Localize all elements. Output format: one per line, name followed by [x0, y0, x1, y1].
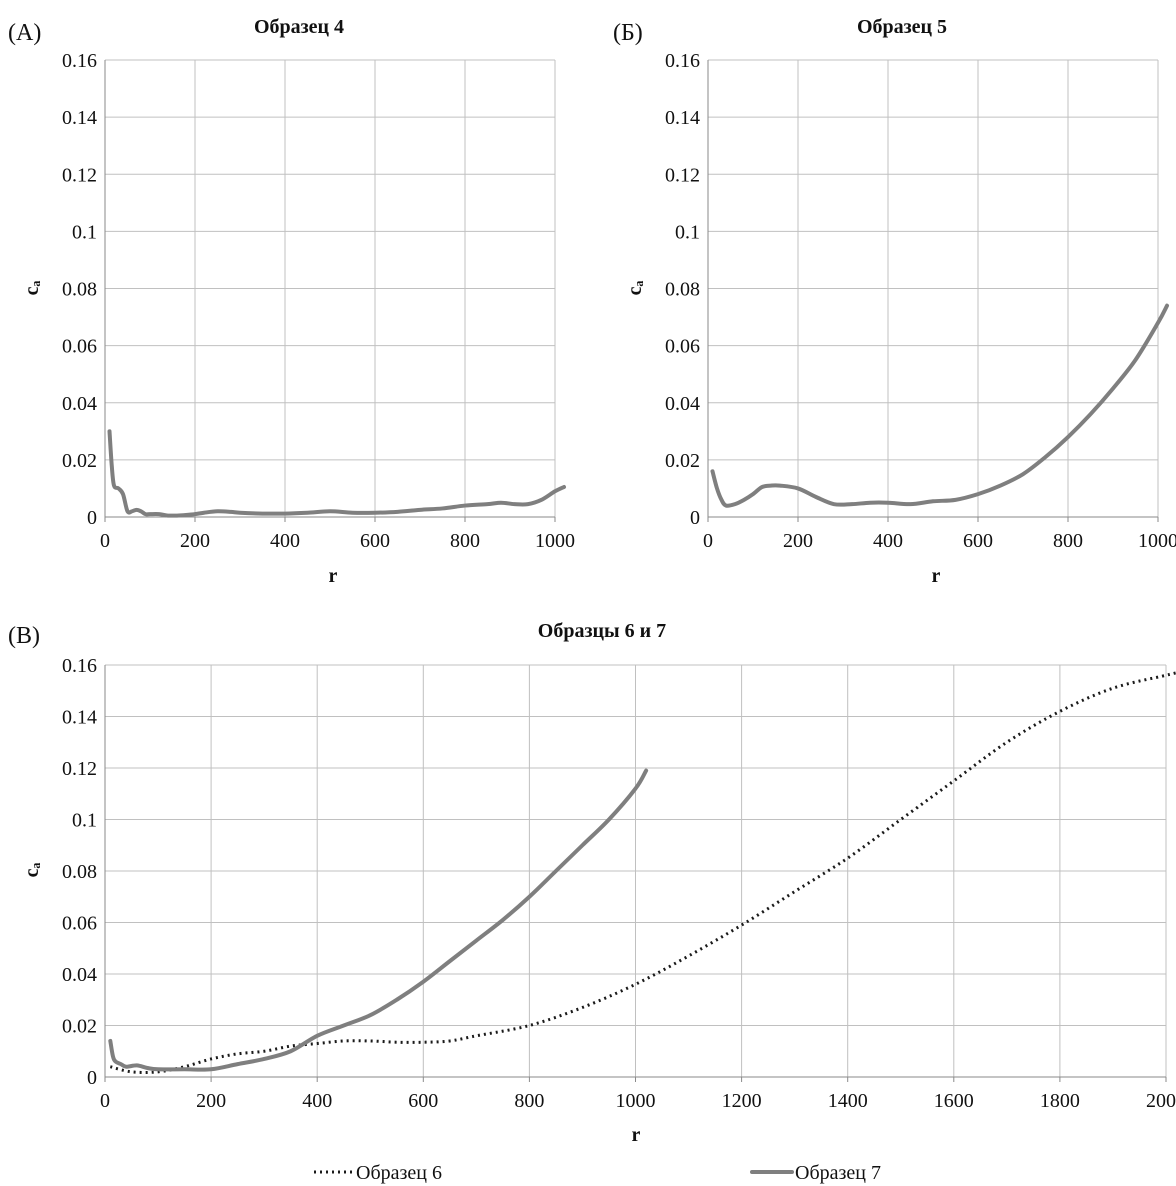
- y-tick-label-b: 0.1: [675, 221, 700, 243]
- x-tick-label-c: 1800: [1040, 1090, 1080, 1112]
- y-tick-label-c: 0.16: [62, 655, 97, 677]
- x-tick-label-a: 800: [450, 530, 480, 552]
- x-tick-label-b: 400: [873, 530, 903, 552]
- series-layer-a: [107, 429, 566, 518]
- x-tick-label-a: 200: [180, 530, 210, 552]
- x-axis-label-a: r: [329, 565, 338, 587]
- x-tick-label-c: 1600: [934, 1090, 974, 1112]
- x-tick-label-a: 1000: [535, 530, 575, 552]
- y-tick-label-a: 0.06: [62, 336, 97, 358]
- x-tick-label-b: 800: [1053, 530, 1083, 552]
- y-tick-label-c: 0.08: [62, 861, 97, 883]
- x-tick-label-a: 400: [270, 530, 300, 552]
- chart-panel-a: (А) Образец 4 r cₐ 00.020.040.060.080.10…: [8, 16, 575, 587]
- x-tick-label-c: 600: [408, 1090, 438, 1112]
- series-line-c-dotted-0: [109, 671, 1176, 1074]
- x-tick-label-c: 200: [196, 1090, 226, 1112]
- gridlines-b: [707, 59, 1159, 522]
- y-tick-label-b: 0.02: [665, 450, 700, 472]
- tick-labels-b: 0 0.02 0.04 0.06 0.08 0.1 0.12 0.14 0.16 0 200 400 6…: [665, 50, 1176, 552]
- y-tick-label-a: 0: [87, 507, 97, 529]
- series-layer-c: [108, 671, 1176, 1074]
- legend-label-obrazets-7: Образец 7: [795, 1162, 881, 1184]
- x-tick-label-b: 0: [703, 530, 713, 552]
- x-tick-label-b: 1000: [1138, 530, 1176, 552]
- y-tick-label-c: 0.1: [72, 810, 97, 832]
- panel-label-b: (Б): [613, 20, 643, 46]
- tick-labels-c: 0 0.02 0.04 0.06 0.08 0.1 0.12 0.14 0.16 0 200 400 6…: [62, 655, 1176, 1112]
- y-tick-label-c: 0.04: [62, 964, 97, 986]
- y-tick-label-a: 0.16: [62, 50, 97, 72]
- x-tick-label-c: 800: [514, 1090, 544, 1112]
- y-tick-label-a: 0.08: [62, 279, 97, 301]
- tick-labels-a: 0 0.02 0.04 0.06 0.08 0.1 0.12 0.14 0.16 0 200 400 6…: [62, 50, 575, 552]
- y-tick-label-b: 0.12: [665, 164, 700, 186]
- chart-panel-c: (В) Образцы 6 и 7 r cₐ 0 0.02 0.04 0.06 0.08…: [8, 620, 1176, 1184]
- x-tick-label-c: 1200: [722, 1090, 762, 1112]
- y-tick-label-b: 0: [690, 507, 700, 529]
- panel-label-c: (В): [8, 623, 40, 649]
- legend: Образец 6 Образец 7: [314, 1162, 881, 1184]
- legend-label-obrazets-6: Образец 6: [356, 1162, 442, 1184]
- y-tick-label-c: 0.14: [62, 707, 97, 729]
- x-tick-label-a: 0: [100, 530, 110, 552]
- x-tick-label-c: 400: [302, 1090, 332, 1112]
- x-tick-label-b: 200: [783, 530, 813, 552]
- gridlines-a: [104, 59, 556, 522]
- x-tick-label-a: 600: [360, 530, 390, 552]
- series-line-a-solid-0: [107, 429, 566, 518]
- chart-title-b: Образец 5: [857, 16, 947, 38]
- panel-label-a: (А): [8, 20, 41, 46]
- y-tick-label-a: 0.1: [72, 221, 97, 243]
- gridlines-c: [104, 664, 1167, 1082]
- y-tick-label-a: 0.02: [62, 450, 97, 472]
- x-tick-label-c: 0: [100, 1090, 110, 1112]
- y-tick-label-c: 0.02: [62, 1016, 97, 1038]
- x-tick-label-b: 600: [963, 530, 993, 552]
- chart-title-a: Образец 4: [254, 16, 344, 38]
- x-axis-label-b: r: [932, 565, 941, 587]
- y-tick-label-a: 0.14: [62, 107, 97, 129]
- y-tick-label-a: 0.12: [62, 164, 97, 186]
- y-axis-label-b: cₐ: [624, 280, 646, 295]
- series-line-c-solid-1: [108, 768, 649, 1072]
- x-tick-label-c: 1000: [616, 1090, 656, 1112]
- y-tick-label-c: 0.12: [62, 758, 97, 780]
- y-tick-label-c: 0: [87, 1067, 97, 1089]
- x-tick-label-c: 2000: [1146, 1090, 1176, 1112]
- y-tick-label-a: 0.04: [62, 393, 97, 415]
- y-axis-label-c: cₐ: [21, 862, 43, 877]
- y-tick-label-b: 0.14: [665, 107, 700, 129]
- y-axis-label-a: cₐ: [21, 280, 43, 295]
- chart-title-c: Образцы 6 и 7: [538, 620, 666, 642]
- series-layer-b: [710, 303, 1169, 508]
- y-tick-label-b: 0.04: [665, 393, 700, 415]
- chart-panel-b: (Б) Образец 5 r cₐ 00.020.040.060.080.10…: [613, 16, 1176, 587]
- y-tick-label-b: 0.06: [665, 336, 700, 358]
- y-tick-label-c: 0.06: [62, 913, 97, 935]
- series-line-b-solid-0: [710, 303, 1169, 508]
- y-tick-label-b: 0.08: [665, 279, 700, 301]
- x-tick-label-c: 1400: [828, 1090, 868, 1112]
- y-tick-label-b: 0.16: [665, 50, 700, 72]
- x-axis-label-c: r: [632, 1124, 641, 1146]
